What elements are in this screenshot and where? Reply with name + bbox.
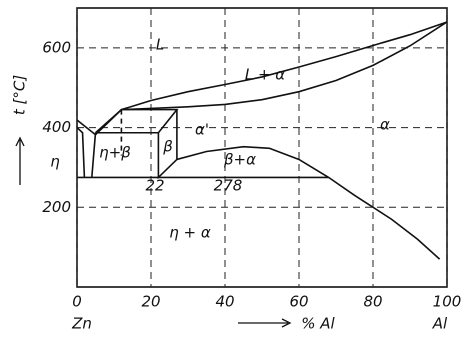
x-arrowhead [281,318,292,328]
x-tick-label: 60 [289,293,308,311]
annotation: β+α [223,151,256,169]
annotation: L [156,36,164,54]
y-tick-label: 600 [42,38,71,56]
annotation: α' [195,121,209,139]
phase-boundary [76,126,86,178]
x-tick-label: 0 [72,293,82,311]
annotation: Zn [71,315,92,333]
y-axis-label: t [°C] [11,75,29,115]
phase-boundary [121,21,448,111]
annotation: β [162,138,173,156]
annotation: η [50,153,60,171]
x-tick-label: 100 [433,293,462,311]
phase-boundary [94,108,179,134]
annotation: α [380,116,390,134]
annotation: η + α [169,224,211,242]
y-tick-label: 200 [42,198,71,216]
annotation: 22 [145,177,164,195]
phase-boundary [91,132,97,178]
plot-frame [76,7,448,288]
phase-boundary [176,145,441,260]
annotation: Al [432,315,448,333]
y-arrowhead [15,136,25,147]
y-tick-label: 400 [42,118,71,136]
phase-boundary [157,109,178,180]
annotation: L + α [245,66,285,84]
annotation: 278 [214,177,243,195]
annotation: η+β [99,144,131,162]
x-tick-label: 40 [215,293,234,311]
x-tick-label: 80 [363,293,382,311]
x-tick-label: 20 [141,293,160,311]
x-axis-label: % Al [301,315,335,333]
